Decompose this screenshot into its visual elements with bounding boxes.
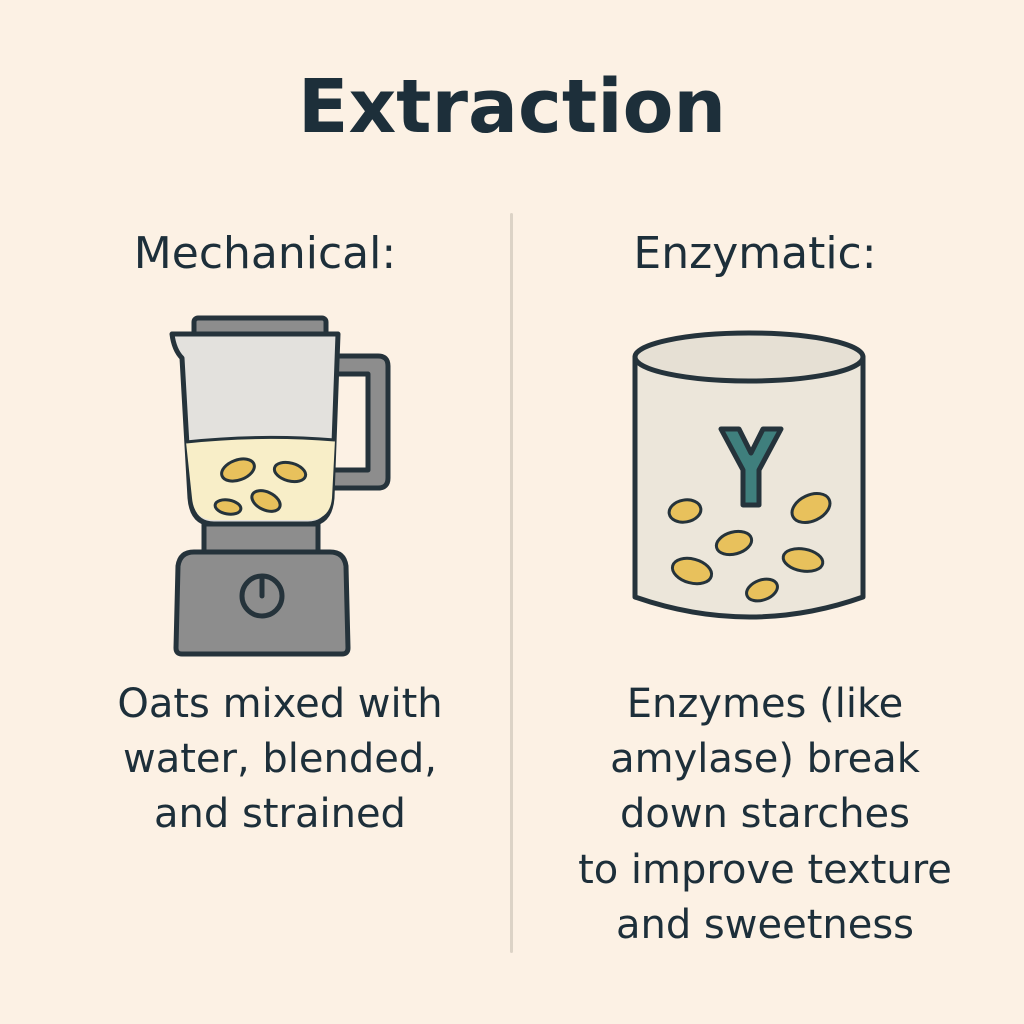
page-title: Extraction: [297, 64, 727, 150]
oat: [220, 457, 256, 483]
oat: [272, 460, 308, 484]
mechanical-heading: Mechanical:: [133, 228, 397, 279]
enzymatic-heading: Enzymatic:: [633, 228, 877, 279]
enzyme-icon: [718, 426, 784, 508]
oat: [667, 498, 703, 524]
oat: [790, 491, 832, 525]
oat: [714, 529, 754, 557]
column-divider: [510, 213, 513, 953]
enzyme-container-icon: [632, 330, 866, 620]
oat: [670, 556, 714, 586]
enzymatic-description: Enzymes (like amylase) break down starch…: [578, 681, 952, 948]
blender-collar: [201, 521, 321, 555]
blender-icon: [169, 315, 391, 657]
oat: [781, 547, 825, 573]
mechanical-description: Oats mixed with water, blended, and stra…: [117, 681, 443, 838]
oat: [250, 489, 282, 513]
oat: [213, 498, 243, 516]
container-top: [632, 330, 866, 384]
oat: [745, 577, 779, 603]
